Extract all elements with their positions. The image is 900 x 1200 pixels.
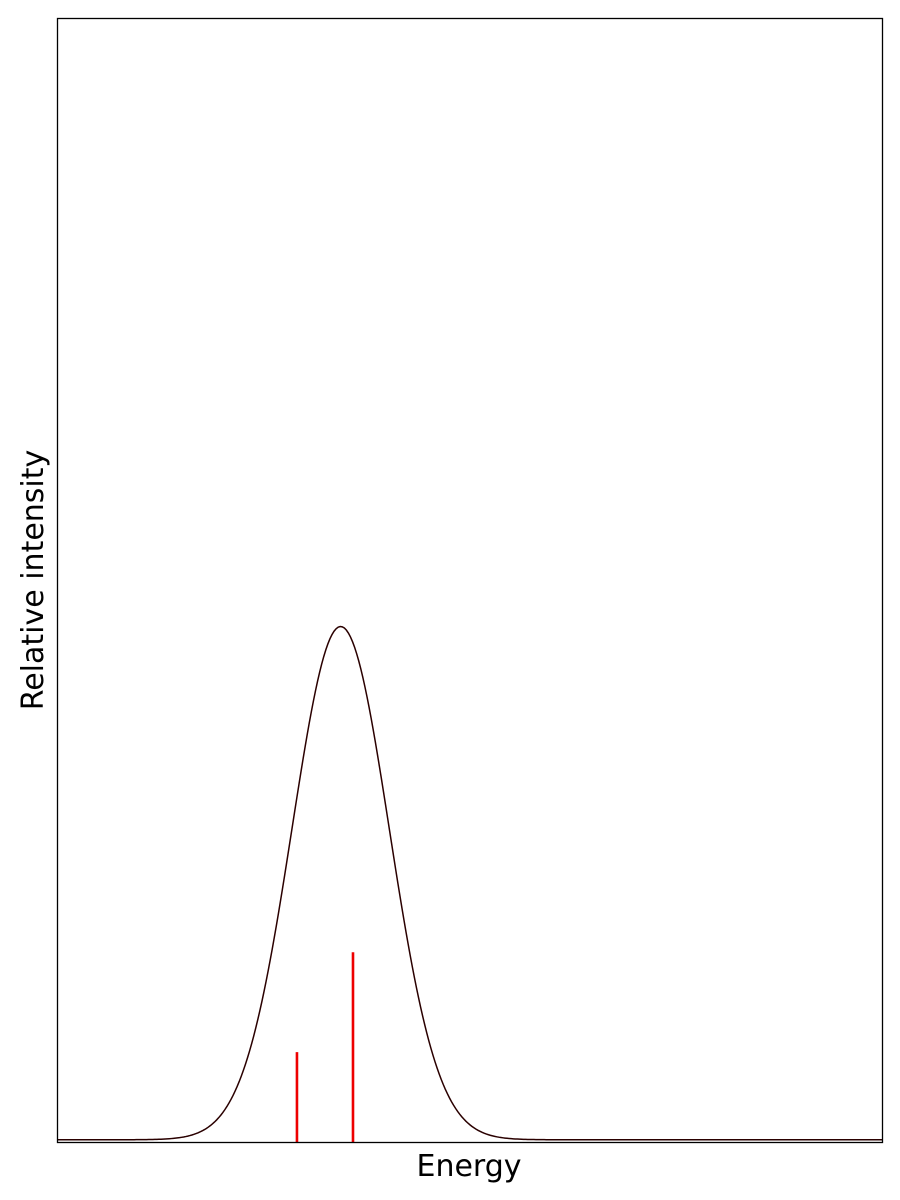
plot-frame [56,17,884,1144]
plot-marks [58,625,882,1142]
x-axis-label: Energy [416,1149,521,1184]
y-axis-label: Relative intensity [16,450,51,711]
series-line-envelope [58,625,882,1141]
